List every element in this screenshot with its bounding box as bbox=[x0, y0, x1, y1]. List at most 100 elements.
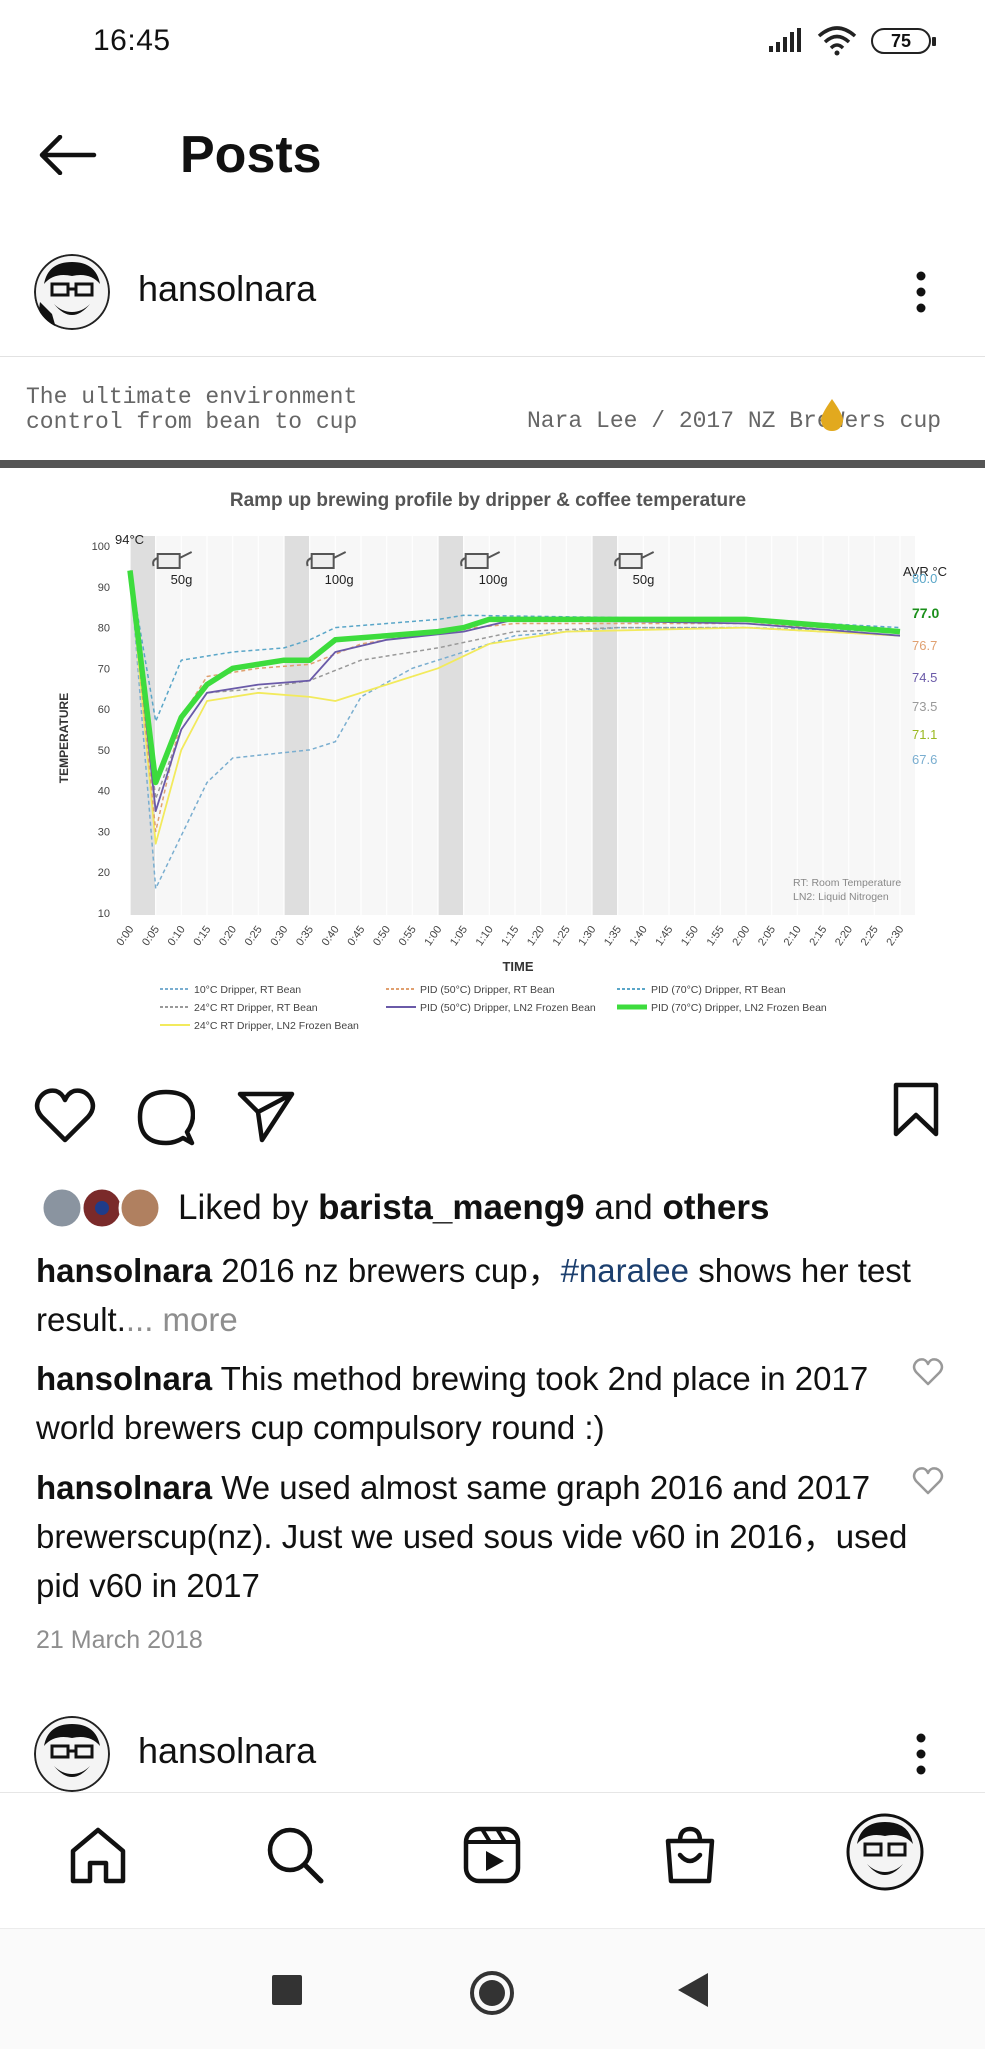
comment-like-button[interactable] bbox=[912, 1467, 944, 1500]
x-tick-label: 1:35 bbox=[602, 924, 624, 948]
comment-text: We used almost same graph 2016 and 2017 … bbox=[36, 1469, 908, 1604]
x-tick-label: 1:25 bbox=[551, 924, 573, 948]
x-tick-label: 1:30 bbox=[576, 924, 598, 948]
pour-label: 50g bbox=[171, 572, 193, 587]
drop-logo-icon bbox=[820, 399, 844, 431]
divider bbox=[0, 356, 985, 357]
square-icon bbox=[272, 1975, 302, 2005]
series-avg-label: 71.1 bbox=[912, 727, 937, 742]
liked-by-others[interactable]: others bbox=[662, 1188, 770, 1227]
nav-shop[interactable] bbox=[660, 1825, 720, 1890]
like-button[interactable] bbox=[34, 1088, 96, 1149]
nav-profile[interactable] bbox=[846, 1813, 924, 1896]
comment-like-button[interactable] bbox=[912, 1358, 944, 1391]
series-avg-label: 80.0 bbox=[912, 571, 937, 586]
x-tick-label: 0:45 bbox=[345, 924, 367, 948]
y-tick-label: 100 bbox=[92, 541, 110, 553]
heart-icon bbox=[912, 1358, 944, 1386]
pour-band bbox=[284, 536, 310, 915]
more-options-button[interactable] bbox=[906, 1732, 936, 1776]
more-options-button[interactable] bbox=[906, 270, 936, 314]
series-avg-label: 76.7 bbox=[912, 638, 937, 653]
liked-by-avatars[interactable] bbox=[40, 1186, 162, 1230]
post-caption: hansolnara 2016 nz brewers cup，#naralee … bbox=[36, 1246, 956, 1344]
series-line bbox=[129, 570, 901, 845]
comment-username[interactable]: hansolnara bbox=[36, 1469, 213, 1506]
signal-icon bbox=[769, 28, 801, 52]
legend-label: PID (50°C) Dripper, RT Bean bbox=[420, 984, 555, 996]
home-icon bbox=[70, 1827, 126, 1884]
x-tick-label: 0:40 bbox=[320, 924, 342, 948]
x-tick-label: 1:50 bbox=[679, 924, 701, 948]
series-avg-label: 73.5 bbox=[912, 699, 937, 714]
page-title: Posts bbox=[180, 126, 322, 184]
legend-label: 24°C RT Dripper, RT Bean bbox=[194, 1002, 318, 1014]
start-temp-label: 94°C bbox=[115, 532, 144, 547]
nav-home[interactable] bbox=[68, 1825, 128, 1890]
comment: hansolnara We used almost same graph 201… bbox=[36, 1463, 916, 1610]
series-avg-label: 67.6 bbox=[912, 752, 937, 767]
x-tick-label: 1:55 bbox=[705, 924, 727, 948]
series-line bbox=[127, 570, 901, 786]
x-tick-label: 2:10 bbox=[782, 924, 804, 948]
x-tick-label: 1:15 bbox=[499, 924, 521, 948]
avatar[interactable] bbox=[34, 1716, 110, 1792]
pour-band bbox=[592, 536, 618, 915]
x-tick-label: 2:15 bbox=[807, 924, 829, 948]
pour-label: 100g bbox=[479, 572, 508, 587]
caption-text: 2016 nz brewers cup， bbox=[212, 1252, 561, 1289]
send-icon bbox=[237, 1091, 295, 1143]
caption-hashtag[interactable]: #naralee bbox=[560, 1252, 690, 1289]
triangle-back-icon bbox=[678, 1973, 708, 2007]
x-tick-label: 2:05 bbox=[756, 924, 778, 948]
caption-more-link[interactable]: ... more bbox=[125, 1301, 238, 1338]
nav-search[interactable] bbox=[265, 1825, 325, 1890]
heart-icon bbox=[912, 1467, 944, 1495]
comment-icon bbox=[137, 1089, 196, 1146]
avr-label: AVR °C bbox=[903, 564, 947, 579]
avatar[interactable] bbox=[34, 254, 110, 330]
kettle-icon bbox=[306, 551, 347, 569]
x-axis-label: TIME bbox=[502, 959, 533, 974]
bookmark-icon bbox=[893, 1082, 939, 1137]
plot-background bbox=[130, 536, 915, 915]
comment: hansolnara This method brewing took 2nd … bbox=[36, 1354, 916, 1452]
share-button[interactable] bbox=[236, 1088, 296, 1149]
back-system-button[interactable] bbox=[678, 1973, 708, 2012]
y-tick-label: 60 bbox=[98, 704, 110, 716]
next-post-username[interactable]: hansolnara bbox=[138, 1730, 317, 1771]
home-system-button[interactable] bbox=[469, 1970, 515, 2021]
legend-label: PID (50°C) Dripper, LN2 Frozen Bean bbox=[420, 1002, 596, 1014]
legend-label: 10°C Dripper, RT Bean bbox=[194, 984, 301, 996]
comment-button[interactable] bbox=[137, 1088, 196, 1151]
x-tick-label: 0:20 bbox=[217, 924, 239, 948]
heart-icon bbox=[34, 1088, 96, 1143]
y-tick-label: 40 bbox=[98, 786, 110, 798]
x-tick-label: 0:10 bbox=[166, 924, 188, 948]
back-button[interactable] bbox=[38, 130, 106, 180]
x-tick-label: 0:00 bbox=[114, 924, 136, 948]
search-icon bbox=[267, 1827, 324, 1884]
x-tick-label: 0:05 bbox=[140, 924, 162, 948]
more-vertical-icon bbox=[916, 1733, 926, 1775]
save-button[interactable] bbox=[892, 1082, 940, 1143]
y-tick-label: 90 bbox=[98, 582, 110, 594]
x-tick-label: 1:40 bbox=[628, 924, 650, 948]
liked-by-and: and bbox=[584, 1188, 663, 1227]
nav-reels[interactable] bbox=[462, 1825, 522, 1890]
caption-username[interactable]: hansolnara bbox=[36, 1252, 213, 1289]
liked-by-text[interactable]: Liked by barista_maeng9 and others bbox=[178, 1188, 769, 1228]
x-tick-label: 0:50 bbox=[371, 924, 393, 948]
profile-avatar bbox=[846, 1813, 924, 1891]
x-tick-label: 0:25 bbox=[243, 924, 265, 948]
x-tick-label: 2:30 bbox=[884, 924, 906, 948]
liked-by-user[interactable]: barista_maeng9 bbox=[318, 1188, 585, 1227]
post-username[interactable]: hansolnara bbox=[138, 268, 317, 309]
recents-button[interactable] bbox=[272, 1975, 302, 2010]
pour-label: 100g bbox=[325, 572, 354, 587]
x-tick-label: 2:25 bbox=[859, 924, 881, 948]
avatar-image bbox=[34, 254, 110, 330]
comment-username[interactable]: hansolnara bbox=[36, 1360, 213, 1397]
shop-icon bbox=[665, 1826, 715, 1884]
